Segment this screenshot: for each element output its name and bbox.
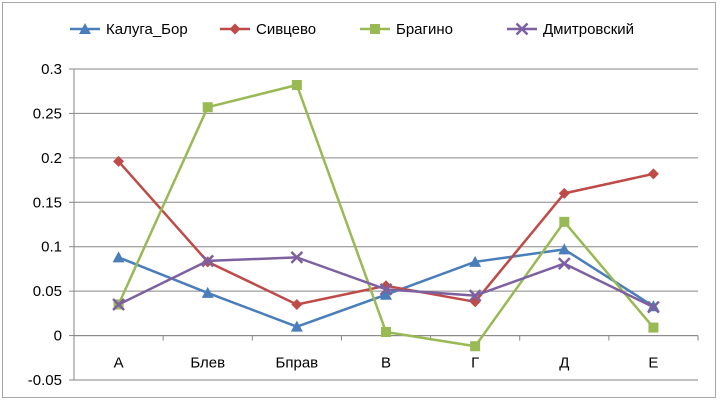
x-axis-tick-labels: А Блев Бправ В Г Д Е — [114, 355, 659, 372]
data-point — [469, 255, 482, 267]
y-tick-label: -0.05 — [28, 372, 62, 389]
legend-item: Сивцево — [220, 21, 316, 38]
x-tick-label: Блев — [190, 355, 225, 372]
legend-marker — [515, 22, 529, 36]
series-square — [113, 79, 659, 352]
chart-area — [2, 2, 716, 398]
series-line — [117, 83, 655, 348]
legend-marker — [229, 23, 241, 35]
y-tick-label: 0.1 — [41, 239, 62, 256]
marker-stroke — [290, 250, 304, 264]
data-point — [112, 298, 125, 311]
marker-stroke — [515, 22, 529, 36]
series-lines — [112, 79, 660, 352]
series-x — [112, 250, 660, 314]
marker-stroke — [201, 254, 215, 268]
data-point — [470, 341, 481, 352]
legend-marker — [370, 24, 380, 34]
data-point — [290, 320, 303, 332]
legend: Калуга_Бор Сивцево Брагино Дмитровский — [70, 21, 634, 38]
marker-stroke — [112, 298, 125, 311]
data-point — [290, 250, 304, 264]
legend-label: Дмитровский — [543, 21, 634, 38]
marker-stroke — [647, 300, 660, 314]
data-point — [468, 289, 482, 302]
marker-stroke — [468, 289, 482, 302]
data-point — [559, 216, 570, 227]
legend-item: Калуга_Бор — [70, 21, 188, 38]
x-tick-label: В — [381, 355, 391, 372]
x-tick-label: Г — [471, 355, 479, 372]
legend-item: Брагино — [360, 21, 453, 38]
data-point — [648, 322, 659, 333]
y-tick-label: 0.2 — [41, 150, 62, 167]
y-tick-label: 0 — [54, 328, 62, 345]
y-tick-label: 0.25 — [33, 105, 62, 122]
data-point — [557, 257, 571, 270]
data-point — [558, 243, 571, 255]
data-point — [202, 102, 213, 113]
data-point — [380, 288, 392, 300]
data-point — [113, 155, 125, 167]
legend-label: Брагино — [396, 21, 453, 38]
legend-item: Дмитровский — [507, 21, 634, 38]
y-tick-label: 0.05 — [33, 283, 62, 300]
y-tick-label: 0.3 — [41, 61, 62, 78]
x-tick-label: Бправ — [276, 355, 319, 372]
data-point — [647, 168, 659, 180]
data-point — [291, 298, 303, 310]
data-point — [379, 282, 393, 296]
data-point — [381, 327, 391, 338]
legend-label: Сивцево — [256, 21, 316, 38]
x-tick-label: Е — [648, 355, 658, 372]
legend-marker — [79, 23, 91, 34]
legend-label: Калуга_Бор — [106, 21, 188, 38]
data-point — [201, 254, 215, 268]
y-tick-label: 0.15 — [33, 194, 62, 211]
y-axis-tick-labels: -0.05 0 0.05 0.1 0.15 0.2 0.25 0.3 — [28, 61, 62, 389]
x-tick-label: А — [114, 355, 124, 372]
x-tick-label: Д — [559, 355, 569, 372]
marker-stroke — [557, 257, 571, 270]
marker-stroke — [379, 282, 393, 296]
data-point — [112, 251, 125, 263]
data-point — [647, 300, 660, 314]
data-point — [291, 79, 302, 90]
data-point — [201, 286, 214, 298]
data-point — [558, 187, 570, 199]
